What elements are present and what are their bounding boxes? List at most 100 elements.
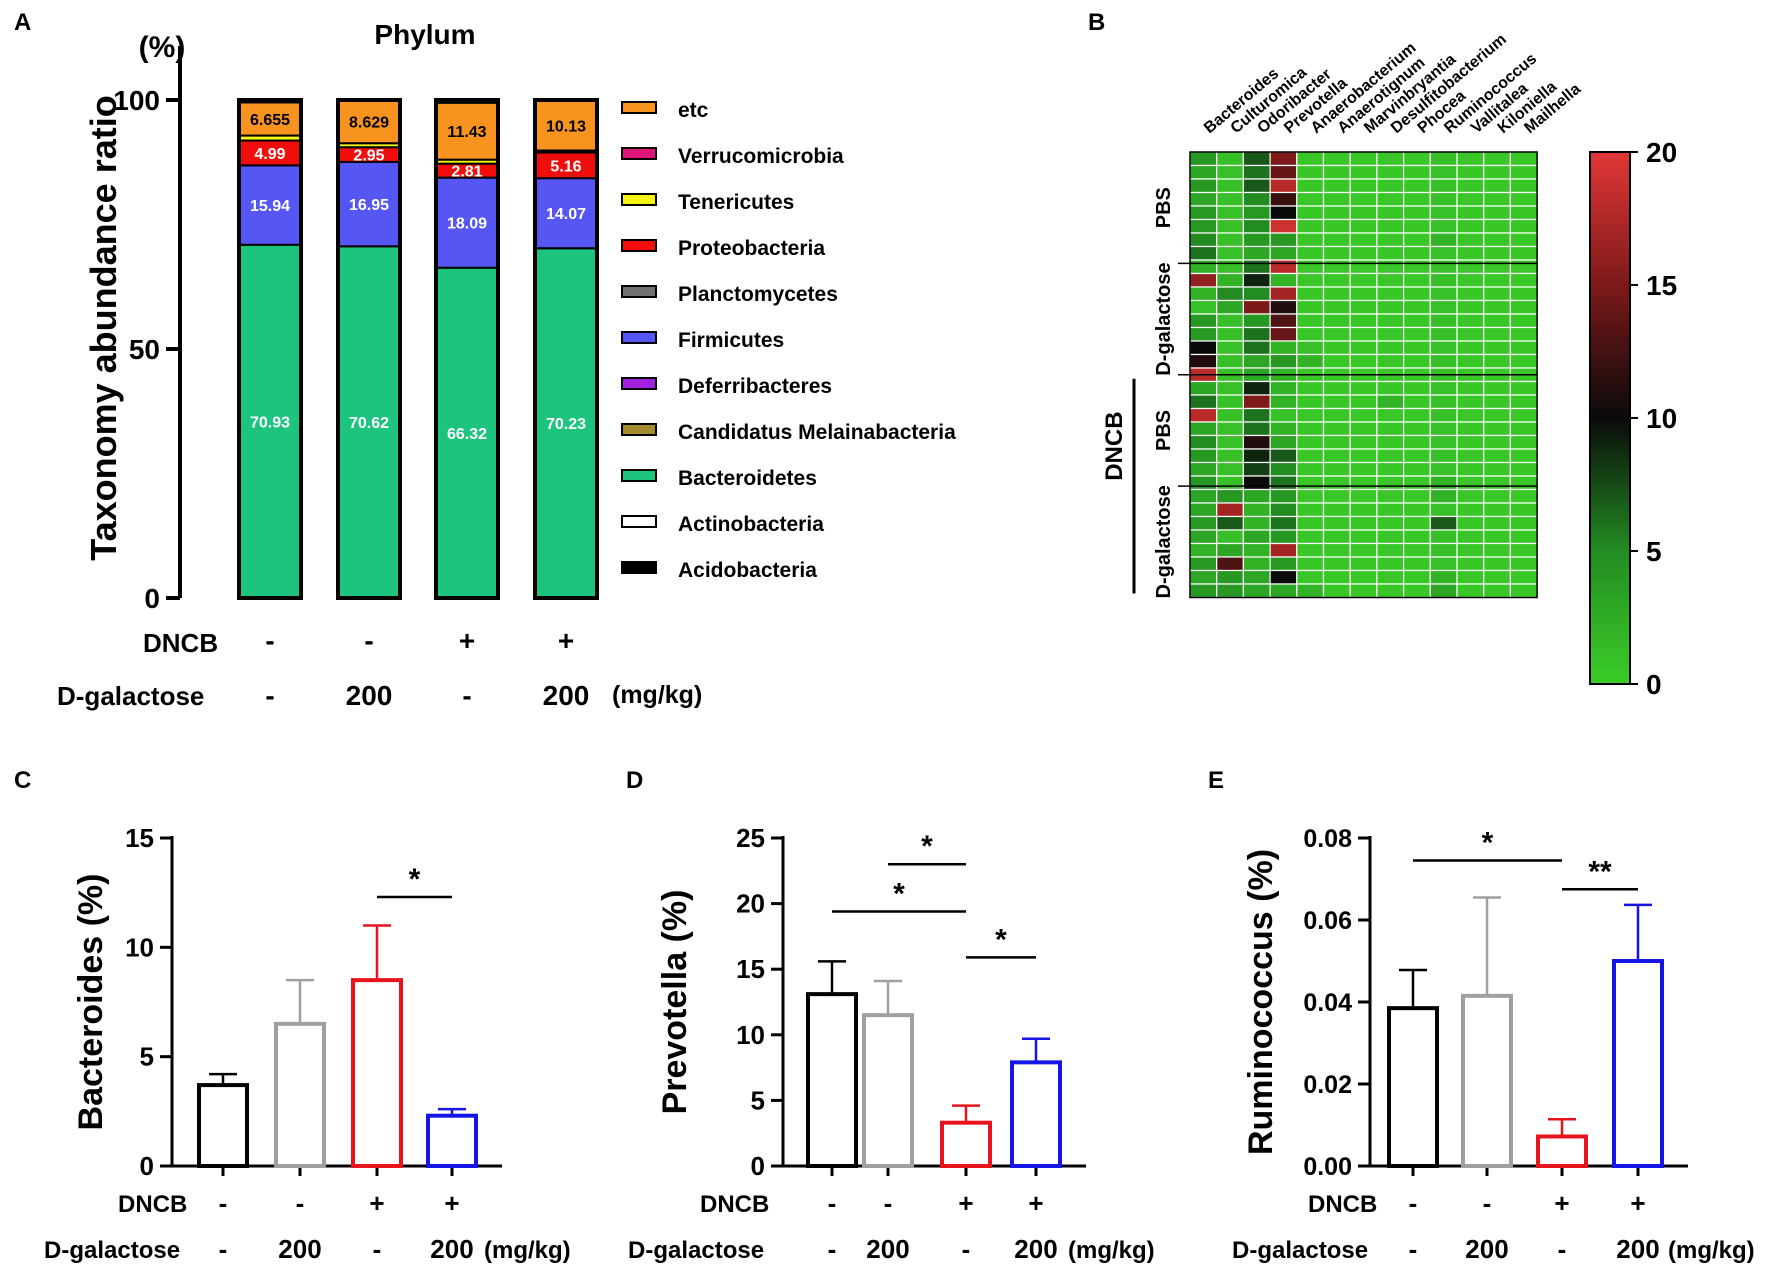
heatmap-cell [1509, 218, 1538, 234]
bar [426, 1113, 478, 1168]
heatmap-cell [1376, 461, 1405, 477]
colorbar-tick-label: 5 [1646, 536, 1662, 567]
heatmap-cell [1189, 326, 1218, 342]
heatmap-outer-group-label: DNCB [1101, 411, 1128, 480]
y-tick-label: 0.04 [1303, 989, 1352, 1017]
heatmap-cell [1242, 488, 1271, 504]
heatmap-cell [1216, 488, 1244, 504]
heatmap-cell [1349, 515, 1378, 531]
heatmap-cell [1189, 299, 1218, 315]
heatmap-cell [1429, 394, 1458, 410]
heatmap-cell [1242, 232, 1271, 248]
chart-a-data-label: 11.43 [447, 124, 486, 141]
heatmap-cell [1509, 245, 1538, 261]
heatmap-cell [1402, 448, 1431, 464]
heatmap-cell [1189, 272, 1218, 288]
heatmap-cell [1296, 205, 1325, 221]
legend-swatch [621, 469, 657, 482]
heatmap-cell [1509, 515, 1538, 531]
heatmap-cell [1269, 502, 1298, 518]
heatmap-cell [1376, 556, 1405, 572]
heatmap-cell [1269, 313, 1298, 329]
heatmap-cell [1242, 353, 1271, 369]
heatmap-cell [1456, 313, 1485, 329]
heatmap-cell [1216, 178, 1244, 194]
heatmap-cell [1322, 151, 1351, 167]
heatmap-cell [1376, 502, 1405, 518]
treatment-dgal-value: - [962, 1234, 971, 1264]
heatmap-cell [1509, 232, 1538, 248]
treatment-dncb-value: - [1483, 1188, 1492, 1218]
heatmap-cell [1269, 151, 1298, 167]
heatmap-cell [1429, 407, 1458, 423]
heatmap-cell [1349, 232, 1378, 248]
heatmap-cell [1269, 488, 1298, 504]
chart-a-data-label: 70.62 [349, 415, 389, 432]
panel-label-b: B [1088, 9, 1105, 36]
treatment-dncb-label: DNCB [118, 1191, 187, 1218]
heatmap-cell [1429, 245, 1458, 261]
significance-marker: ** [1588, 855, 1612, 888]
heatmap-cell [1456, 326, 1485, 342]
significance-marker: * [995, 923, 1007, 956]
heatmap-cell [1483, 542, 1511, 558]
heatmap-cell [1509, 394, 1538, 410]
heatmap-cell [1429, 461, 1458, 477]
heatmap-cell [1216, 569, 1244, 585]
legend-label: Bacteroidetes [678, 467, 817, 490]
heatmap-cell [1322, 218, 1351, 234]
treatment-unit: (mg/kg) [1068, 1237, 1155, 1264]
heatmap-cell [1456, 556, 1485, 572]
heatmap-cell [1376, 475, 1405, 491]
heatmap-cell [1429, 326, 1458, 342]
heatmap-cell [1242, 191, 1271, 207]
heatmap-cell [1216, 515, 1244, 531]
heatmap-cell [1376, 232, 1405, 248]
heatmap-cell [1269, 353, 1298, 369]
chart-a-data-label: 70.23 [546, 416, 586, 433]
heatmap-row-groups: PBS D-galactose PBS D-galactose DNCB [1101, 187, 1538, 599]
heatmap-cell [1456, 421, 1485, 437]
bar [1010, 1060, 1062, 1169]
treatment-unit: (mg/kg) [1668, 1237, 1755, 1264]
heatmap-cell [1322, 583, 1351, 599]
treatment-dgal-value: - [373, 1234, 382, 1264]
heatmap-cell [1429, 232, 1458, 248]
heatmap-cell [1402, 286, 1431, 302]
chart-a-legend: etc Verrucomicrobia Tenericutes Proteobacte… [621, 99, 956, 582]
heatmap-cell [1509, 286, 1538, 302]
heatmap-cell [1216, 407, 1244, 423]
heatmap-cell [1216, 529, 1244, 545]
significance-marker: * [921, 830, 933, 863]
legend-swatch [621, 285, 657, 298]
heatmap-cell [1216, 326, 1244, 342]
heatmap-cell [1322, 259, 1351, 275]
y-tick-label: 25 [736, 823, 765, 853]
heatmap-cell [1402, 272, 1431, 288]
heatmap-cell [1509, 340, 1538, 356]
heatmap-cell [1216, 556, 1244, 572]
colorbar-tick-label: 10 [1646, 403, 1677, 434]
heatmap-cell [1429, 448, 1458, 464]
chart-a-bar-outline [237, 98, 303, 600]
heatmap-cell [1296, 151, 1325, 167]
heatmap-cell [1322, 232, 1351, 248]
heatmap-cell [1189, 191, 1218, 207]
heatmap-cell [1483, 218, 1511, 234]
heatmap-cell [1322, 380, 1351, 396]
heatmap-cell [1269, 164, 1298, 180]
heatmap-cell [1509, 556, 1538, 572]
heatmap-cell [1216, 448, 1244, 464]
heatmap-cell [1269, 232, 1298, 248]
heatmap-cell [1216, 434, 1244, 450]
heatmap-cell [1269, 421, 1298, 437]
treatment-dgal-value: 200 [1014, 1234, 1057, 1264]
bar [940, 1120, 992, 1168]
chart-c-ylabel: Bacteroides (%) [72, 874, 110, 1131]
heatmap-cell [1483, 232, 1511, 248]
heatmap-cell [1402, 394, 1431, 410]
heatmap-cell [1483, 583, 1511, 599]
heatmap-cell [1322, 556, 1351, 572]
heatmap-cell [1349, 434, 1378, 450]
legend-swatch [621, 515, 657, 528]
